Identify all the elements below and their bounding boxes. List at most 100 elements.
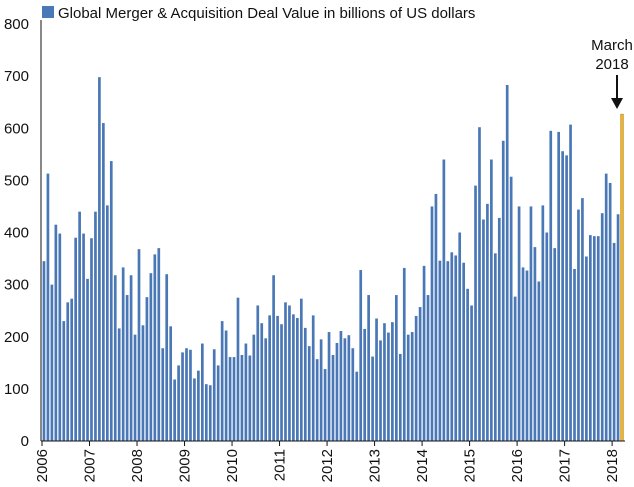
- y-tick-label: 0: [21, 433, 29, 450]
- bar: [70, 298, 74, 441]
- bar: [303, 327, 307, 441]
- bar: [193, 378, 196, 441]
- bar: [383, 323, 386, 441]
- bar: [549, 130, 553, 442]
- bar: [537, 281, 541, 441]
- bar: [430, 206, 434, 441]
- bar: [244, 343, 248, 441]
- bar: [323, 369, 327, 441]
- bar: [137, 249, 141, 441]
- bar: [299, 298, 303, 441]
- bar: [260, 323, 264, 441]
- bar: [343, 338, 347, 441]
- bar: [458, 232, 462, 441]
- bar: [501, 140, 505, 441]
- bar: [133, 334, 137, 441]
- bar: [371, 356, 374, 441]
- annotation-arrow-head-icon: [611, 98, 623, 109]
- bar: [181, 352, 184, 441]
- x-tick-label: 2017: [557, 449, 574, 482]
- bar: [406, 334, 410, 441]
- x-tick-label: 2014: [414, 449, 431, 482]
- bar: [339, 331, 343, 441]
- bar: [149, 273, 153, 441]
- bar: [367, 295, 370, 441]
- bar: [351, 348, 355, 441]
- bar: [387, 332, 390, 441]
- x-tick-label: 2015: [462, 449, 479, 482]
- bar: [490, 159, 493, 441]
- bar: [612, 242, 616, 441]
- bar: [216, 365, 220, 441]
- y-tick-label: 800: [4, 16, 29, 33]
- bar: [62, 321, 66, 441]
- bar: [414, 315, 418, 441]
- bar: [46, 173, 50, 441]
- y-tick-label: 600: [4, 120, 29, 137]
- bar: [82, 233, 85, 441]
- bar: [256, 305, 260, 441]
- bar: [66, 302, 70, 441]
- bar: [220, 321, 224, 441]
- bar: [42, 261, 46, 441]
- bar: [78, 211, 81, 441]
- bar: [153, 254, 157, 441]
- x-tick-label: 2012: [319, 449, 336, 482]
- legend: Global Merger & Acquisition Deal Value i…: [42, 5, 475, 22]
- y-tick-label: 700: [4, 68, 29, 85]
- bar: [240, 354, 244, 441]
- y-tick-label: 200: [4, 329, 29, 346]
- bar: [208, 385, 212, 441]
- bar: [86, 278, 89, 441]
- bar: [573, 268, 576, 441]
- bar: [224, 330, 228, 441]
- x-tick-label: 2010: [224, 449, 241, 482]
- bar: [315, 359, 319, 441]
- bar: [272, 275, 275, 441]
- bar: [363, 328, 367, 441]
- bar: [604, 173, 608, 441]
- bar: [470, 305, 473, 441]
- bar: [94, 211, 97, 441]
- bar: [600, 213, 604, 441]
- bar: [541, 205, 545, 441]
- bar: [327, 332, 331, 441]
- bar: [236, 297, 240, 441]
- bar: [509, 176, 513, 442]
- bar: [585, 256, 588, 441]
- bars: [42, 77, 624, 442]
- bar: [525, 270, 529, 441]
- bar: [454, 255, 458, 441]
- bar: [105, 205, 109, 441]
- bar: [391, 322, 394, 441]
- bar: [505, 84, 509, 442]
- bar: [402, 267, 406, 441]
- bar: [466, 288, 469, 441]
- bar: [355, 371, 359, 441]
- bar: [50, 284, 54, 442]
- bar: [129, 275, 133, 441]
- annotation-line-1: March: [591, 37, 633, 54]
- bar: [569, 124, 572, 441]
- bar: [446, 261, 450, 441]
- bar: [177, 365, 180, 441]
- bar: [292, 314, 295, 441]
- bar: [268, 315, 271, 441]
- bar: [276, 315, 279, 441]
- bar: [565, 155, 568, 441]
- bar: [545, 232, 549, 441]
- x-tick-label: 2008: [129, 449, 146, 482]
- bar: [596, 236, 600, 441]
- bar: [54, 224, 58, 441]
- bar: [331, 354, 335, 441]
- bar: [553, 248, 557, 441]
- bar: [90, 238, 93, 441]
- x-tick-label: 2007: [82, 449, 99, 482]
- legend-label: Global Merger & Acquisition Deal Value i…: [58, 5, 475, 22]
- bar: [347, 335, 351, 441]
- bar: [296, 317, 299, 441]
- bar: [232, 357, 236, 441]
- bar: [513, 296, 517, 441]
- bar: [248, 355, 252, 441]
